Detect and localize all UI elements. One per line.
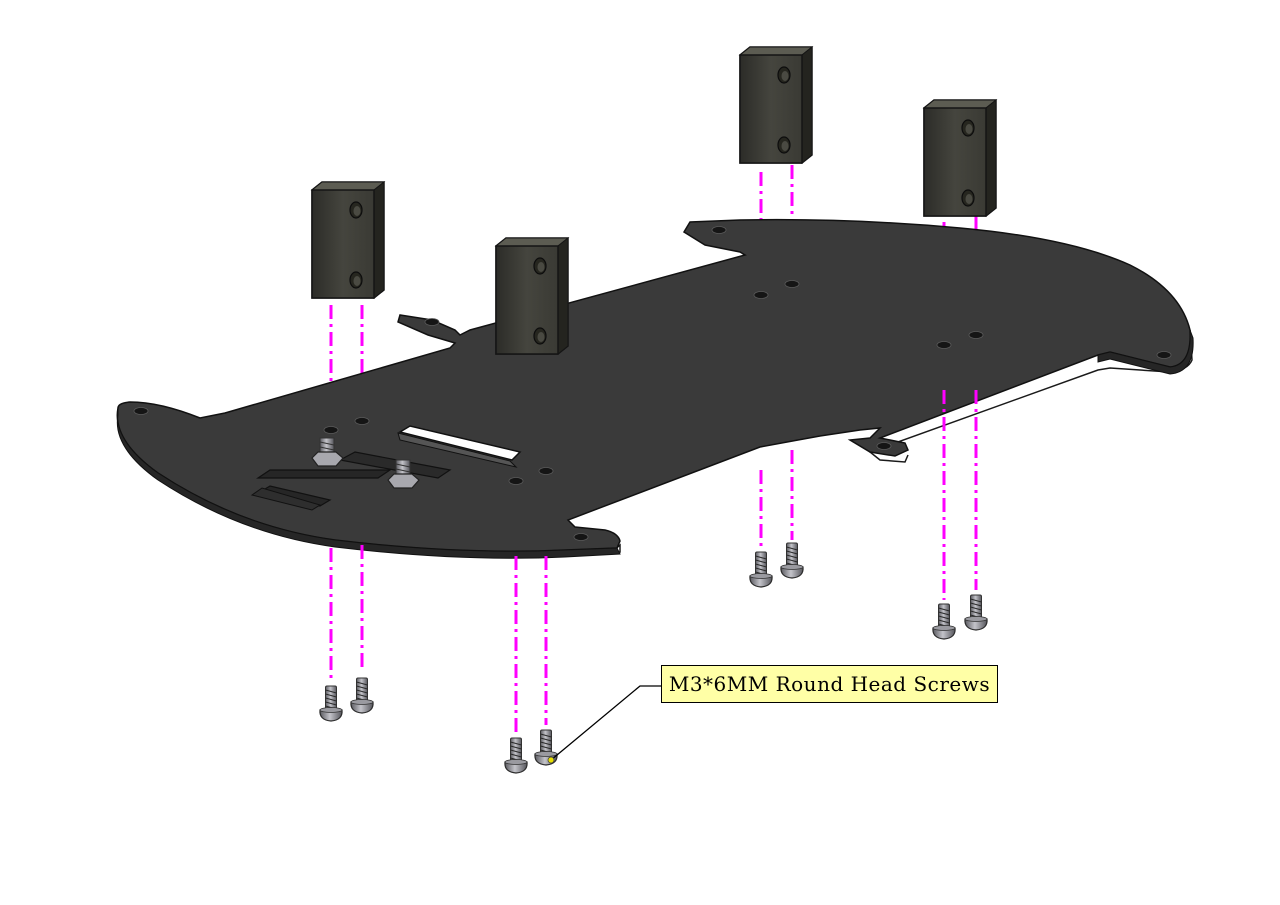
round-head-screw [780, 542, 804, 579]
hex-nut [311, 437, 344, 467]
chassis-plate [116, 218, 1194, 559]
round-head-screw [749, 551, 773, 588]
hex-nut [387, 459, 420, 489]
standoff-block [923, 99, 997, 217]
round-head-screw [932, 603, 956, 640]
standoff-block [495, 237, 569, 355]
round-head-screw [319, 685, 343, 722]
round-head-screw [964, 594, 988, 631]
round-head-screw [350, 677, 374, 714]
standoff-block [311, 181, 385, 299]
callout-label: M3*6MM Round Head Screws [661, 665, 998, 703]
callout-leader [547, 685, 661, 764]
guide-lines-lower [329, 390, 978, 735]
standoff-block [739, 46, 813, 164]
round-head-screw [504, 737, 528, 774]
